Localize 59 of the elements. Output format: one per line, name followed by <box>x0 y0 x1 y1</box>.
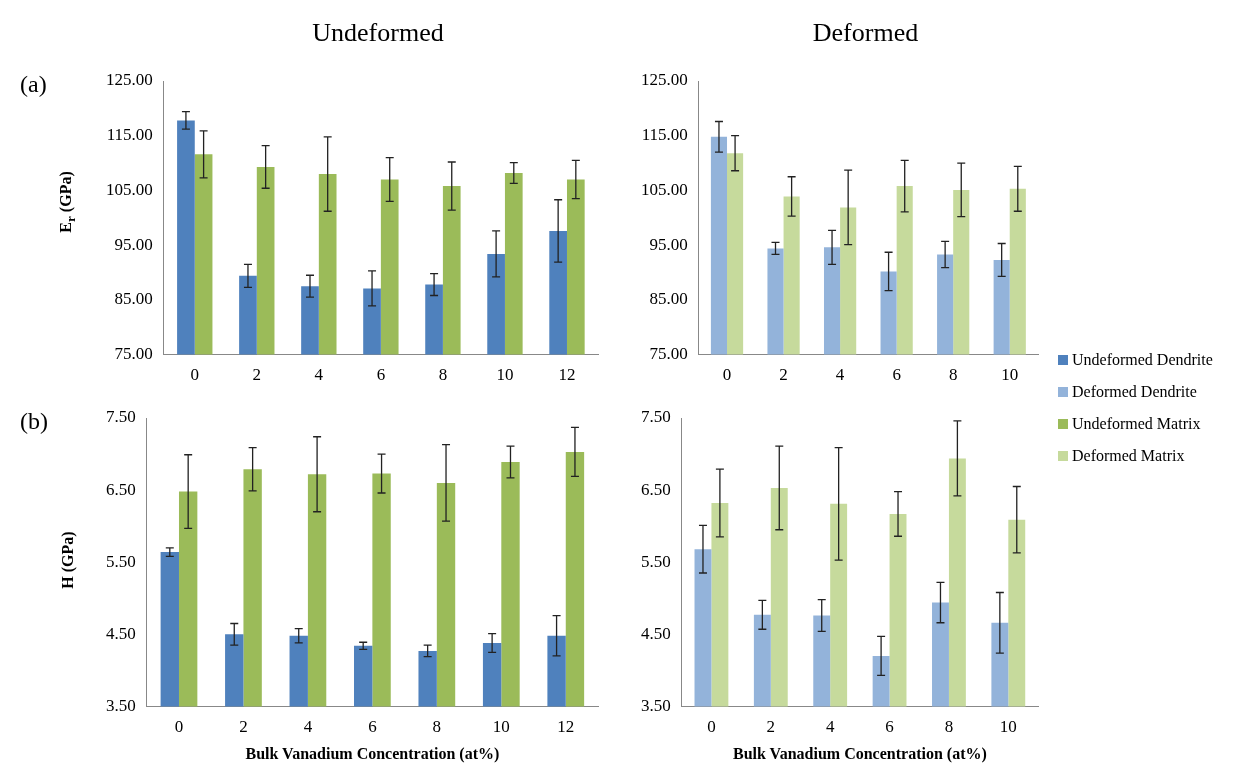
y-tick-label: 115.00 <box>641 125 688 145</box>
chart-title: Undeformed <box>311 18 445 48</box>
y-tick-label: 5.50 <box>106 551 136 571</box>
x-tick-label: 12 <box>557 717 575 737</box>
x-tick-label: 2 <box>779 365 788 385</box>
y-tick-label: 3.50 <box>106 695 136 715</box>
y-tick-label: 85.00 <box>649 289 688 309</box>
y-tick-label: 95.00 <box>649 234 688 254</box>
x-tick-label: 8 <box>432 717 442 737</box>
x-tick-label: 0 <box>190 365 200 385</box>
x-tick-label: 0 <box>174 717 184 737</box>
y-tick-label: 115.00 <box>106 125 153 145</box>
x-tick-label: 0 <box>722 365 732 385</box>
x-tick-label: 4 <box>825 717 835 737</box>
y-tick-label: 4.50 <box>641 623 671 643</box>
x-tick-label: 0 <box>707 717 716 737</box>
text: (b) <box>20 408 48 435</box>
legend-label: Undeformed Matrix <box>1072 415 1201 433</box>
x-tick-label: 4 <box>303 717 313 737</box>
x-tick-label: 10 <box>1001 365 1019 385</box>
x-tick-label: 4 <box>314 365 324 385</box>
y-tick-label: 75.00 <box>649 344 688 364</box>
legend-label: Deformed Dendrite <box>1072 383 1197 401</box>
y-tick-label: 6.50 <box>641 479 671 499</box>
x-tick-label: 6 <box>892 365 901 385</box>
y-tick-label: 105.00 <box>641 179 688 199</box>
chart-title: Deformed <box>811 18 920 48</box>
x-tick-label: 6 <box>376 365 386 385</box>
legend-label: Deformed Matrix <box>1072 447 1185 465</box>
y-tick-label: 7.50 <box>106 407 136 427</box>
y-tick-label: 85.00 <box>114 289 153 309</box>
y-tick-label: 125.00 <box>641 70 688 90</box>
y-tick-label: 7.50 <box>641 407 671 427</box>
x-tick-label: 6 <box>368 717 377 737</box>
y-tick-label: 125.00 <box>106 70 153 90</box>
x-tick-label: 8 <box>944 717 954 737</box>
x-tick-label: 2 <box>252 365 262 385</box>
x-tick-label: 8 <box>438 365 448 385</box>
x-axis-title: Bulk Vanadium Concentration (at%) <box>245 744 500 763</box>
y-tick-label: 95.00 <box>114 234 153 254</box>
y-tick-label: 4.50 <box>106 623 136 643</box>
y-tick-label: 3.50 <box>641 695 671 715</box>
y-tick-label: 6.50 <box>106 479 136 499</box>
y-tick-label: 105.00 <box>106 179 153 199</box>
x-tick-label: 12 <box>558 365 576 385</box>
x-axis-title: Bulk Vanadium Concentration (at%) <box>732 744 987 763</box>
x-tick-label: 10 <box>492 717 510 737</box>
x-tick-label: 10 <box>496 365 514 385</box>
x-tick-label: 6 <box>885 717 894 737</box>
text: (a) <box>20 71 47 98</box>
y-axis-title: H (GPa) <box>59 531 77 589</box>
x-tick-label: 8 <box>948 365 958 385</box>
x-tick-label: 4 <box>835 365 845 385</box>
legend-label: Undeformed Dendrite <box>1072 351 1213 369</box>
x-tick-label: 2 <box>766 717 776 737</box>
x-tick-label: 2 <box>239 717 248 737</box>
y-tick-label: 5.50 <box>641 551 671 571</box>
x-tick-label: 10 <box>999 717 1017 737</box>
y-tick-label: 75.00 <box>114 344 153 364</box>
